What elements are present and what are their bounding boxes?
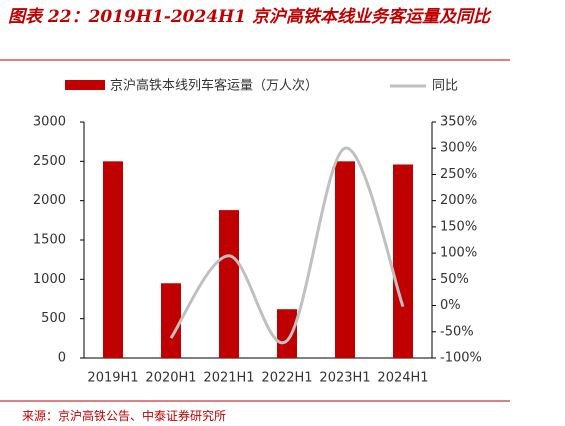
legend-swatch	[65, 80, 105, 90]
y2-tick-label: 100%	[440, 246, 477, 261]
x-tick-label: 2024H1	[377, 371, 428, 386]
bar	[277, 309, 297, 358]
y2-tick-label: 0%	[440, 298, 461, 313]
line	[169, 146, 405, 345]
bar	[161, 283, 181, 358]
y2-tick-label: -50%	[440, 324, 474, 339]
y2-tick-label: 150%	[440, 219, 477, 234]
y2-tick-label: -100%	[440, 351, 482, 366]
y2-tick-label: 250%	[440, 167, 477, 182]
y2-tick-label: 200%	[440, 193, 477, 208]
legend-label: 京沪高铁本线列车客运量（万人次）	[110, 78, 318, 94]
y-tick-label: 2500	[33, 154, 66, 169]
bar	[335, 161, 355, 358]
x-tick-label: 2023H1	[319, 371, 370, 386]
bar	[393, 164, 413, 358]
bar	[219, 210, 239, 358]
x-tick-label: 2021H1	[203, 371, 254, 386]
chart-title: 图表 22：2019H1-2024H1 京沪高铁本线业务客运量及同比	[8, 7, 490, 27]
source: 来源：京沪高铁公告、中泰证券研究所	[22, 409, 227, 423]
y-tick-label: 3000	[33, 115, 66, 130]
y-tick-label: 0	[58, 351, 66, 366]
y-tick-label: 1000	[33, 272, 66, 287]
x-tick-label: 2019H1	[87, 371, 138, 386]
bar	[103, 161, 123, 358]
y-tick-label: 1500	[33, 233, 66, 248]
legend-label: 同比	[432, 79, 458, 94]
y2-tick-label: 350%	[440, 115, 477, 130]
x-tick-label: 2020H1	[145, 371, 196, 386]
y2-tick-label: 50%	[440, 272, 469, 287]
y2-tick-label: 300%	[440, 141, 477, 156]
y-tick-label: 500	[41, 311, 66, 326]
x-tick-label: 2022H1	[261, 371, 312, 386]
y-tick-label: 2000	[33, 193, 66, 208]
